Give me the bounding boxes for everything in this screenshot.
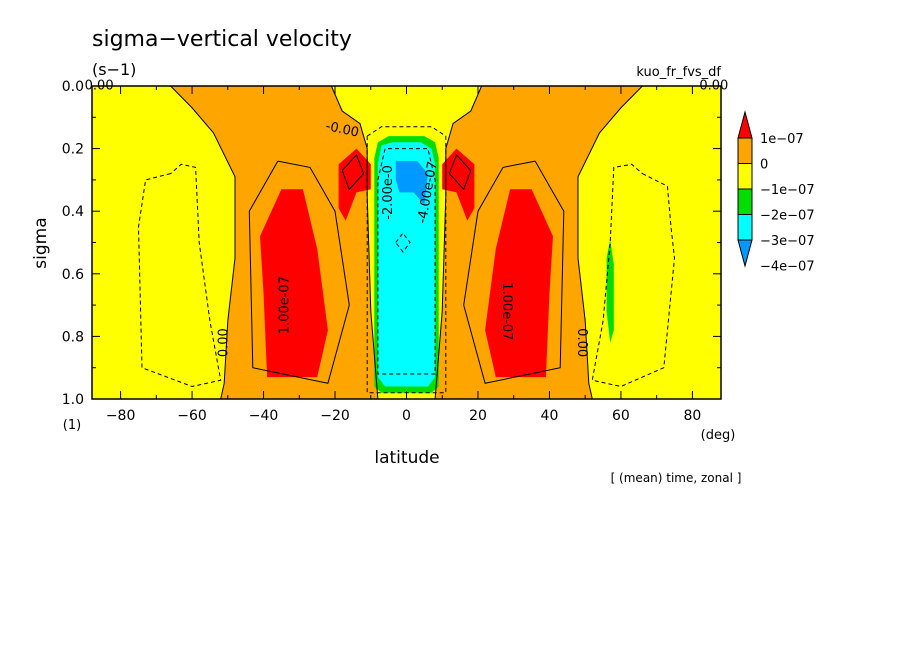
contour-line-5 [463,160,565,384]
contour-fills [170,86,643,399]
contour-region-7 [377,142,436,387]
plot-area: 0.00 0.00-0.000.00 0.001.00e-07 1.00e-07-2.… [85,79,728,400]
contour-line-7 [448,153,472,191]
colorbar-label-5: −4e−07 [760,260,815,275]
x-tick-label-7: 60 [612,408,630,424]
contour-label-3: 0.00 [217,328,232,357]
colorbar-label-3: −2e−07 [760,209,815,224]
y-axis: 0.0 0.2 0.4 0.6 0.8 1.0 [62,79,721,408]
contour-line-10 [366,126,447,394]
units-label: (s−1) [92,60,136,79]
contour-line-0 [170,85,236,400]
y-axis-label: sigma [31,217,51,268]
y-tick-label-3: 0.6 [62,267,84,283]
y-tick-label-5: 1.0 [62,392,84,408]
contour-line-6 [341,153,365,191]
x-tick-label-1: −60 [177,408,207,424]
contour-label-4: 0.00 [574,328,589,357]
colorbar-label-2: −1e−07 [760,183,815,198]
contour-line-8 [137,163,222,388]
contour-region-5 [442,148,475,221]
contour-region-4 [485,189,553,378]
colorbar-label-4: −3e−07 [760,234,815,249]
y-tick-label-1: 0.2 [62,142,84,158]
colorbar-swatch-2 [737,163,753,190]
x-axis: −80 −60 −40 −20 0 20 40 60 80 [106,86,701,424]
colorbar-swatch-3 [737,188,753,215]
colorbar-label-1: 0 [760,158,768,173]
contour-region-8 [395,161,428,205]
contour-label-6: 1.00e-07 [499,282,514,340]
contour-line-1 [577,85,643,400]
footnote: [ (mean) time, zonal ] [611,471,742,485]
contour-region-3 [338,148,371,221]
x-tick-label-8: 80 [683,408,701,424]
y-tick-label-0: 0.0 [62,79,84,95]
contour-line-4 [248,160,350,384]
contour-line-3 [434,85,483,400]
chart-title: sigma−vertical velocity [92,27,352,52]
contour-line-2 [330,85,379,400]
x-tick-label-3: −20 [320,408,350,424]
y-tick-label-4: 0.8 [62,329,84,345]
x-axis-label: latitude [374,448,439,468]
run-label: kuo_fr_fvs_df [636,65,721,80]
contour-lines [137,85,676,400]
contour-label-7: -2.00e-0 [381,165,396,220]
contour-line-12 [395,232,411,253]
contour-line-11 [377,148,436,375]
contour-label-2: -0.00 [324,119,360,141]
colorbar-arrow-top [737,110,753,139]
x-tick-label-4: 0 [402,408,411,424]
colorbar-swatch-4 [737,214,753,241]
x-axis-unit: (deg) [701,428,736,443]
contour-region-2 [260,189,328,378]
colorbar-legend: 1e−07 0 −1e−07 −2e−07 −3e−07 −4e−07 [737,110,815,275]
y-tick-label-2: 0.4 [62,204,84,220]
x-tick-label-5: 20 [469,408,487,424]
colorbar-label-0: 1e−07 [760,132,804,147]
colorbar-swatch-1 [737,137,753,164]
y-axis-unit: (1) [63,418,81,433]
x-tick-label-6: 40 [541,408,559,424]
colorbar-arrow-bottom [737,239,753,268]
x-tick-label-2: −40 [249,408,279,424]
contour-label-5: 1.00e-07 [277,276,292,334]
x-tick-label-0: −80 [106,408,136,424]
